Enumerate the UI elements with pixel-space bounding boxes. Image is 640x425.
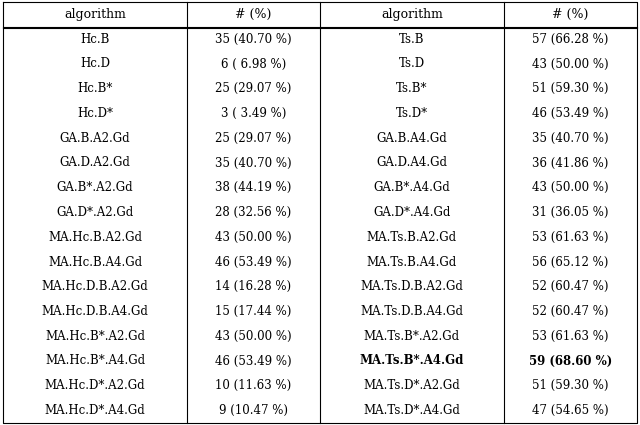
Text: MA.Ts.D*.A2.Gd: MA.Ts.D*.A2.Gd xyxy=(364,379,460,392)
Text: 47 (54.65 %): 47 (54.65 %) xyxy=(532,404,609,417)
Text: # (%): # (%) xyxy=(236,8,271,21)
Text: GA.D.A4.Gd: GA.D.A4.Gd xyxy=(376,156,447,170)
Text: Ts.B*: Ts.B* xyxy=(396,82,428,95)
Text: 10 (11.63 %): 10 (11.63 %) xyxy=(215,379,292,392)
Text: Ts.B: Ts.B xyxy=(399,33,424,46)
Text: 43 (50.00 %): 43 (50.00 %) xyxy=(532,181,609,194)
Text: 31 (36.05 %): 31 (36.05 %) xyxy=(532,206,609,219)
Text: MA.Ts.B.A4.Gd: MA.Ts.B.A4.Gd xyxy=(367,255,457,269)
Text: MA.Hc.D*.A4.Gd: MA.Hc.D*.A4.Gd xyxy=(45,404,145,417)
Text: 51 (59.30 %): 51 (59.30 %) xyxy=(532,82,609,95)
Text: 46 (53.49 %): 46 (53.49 %) xyxy=(532,107,609,120)
Text: 52 (60.47 %): 52 (60.47 %) xyxy=(532,305,609,318)
Text: 56 (65.12 %): 56 (65.12 %) xyxy=(532,255,609,269)
Text: 52 (60.47 %): 52 (60.47 %) xyxy=(532,280,609,293)
Text: 43 (50.00 %): 43 (50.00 %) xyxy=(532,57,609,71)
Text: Ts.D*: Ts.D* xyxy=(396,107,428,120)
Text: MA.Hc.D.B.A4.Gd: MA.Hc.D.B.A4.Gd xyxy=(42,305,148,318)
Text: 15 (17.44 %): 15 (17.44 %) xyxy=(215,305,292,318)
Text: algorithm: algorithm xyxy=(381,8,443,21)
Text: 28 (32.56 %): 28 (32.56 %) xyxy=(215,206,292,219)
Text: 57 (66.28 %): 57 (66.28 %) xyxy=(532,33,609,46)
Text: Hc.D*: Hc.D* xyxy=(77,107,113,120)
Text: 43 (50.00 %): 43 (50.00 %) xyxy=(215,330,292,343)
Text: 35 (40.70 %): 35 (40.70 %) xyxy=(215,156,292,170)
Text: 3 ( 3.49 %): 3 ( 3.49 %) xyxy=(221,107,286,120)
Text: 46 (53.49 %): 46 (53.49 %) xyxy=(215,354,292,368)
Text: MA.Hc.B*.A4.Gd: MA.Hc.B*.A4.Gd xyxy=(45,354,145,368)
Text: algorithm: algorithm xyxy=(64,8,126,21)
Text: MA.Hc.B.A2.Gd: MA.Hc.B.A2.Gd xyxy=(48,231,142,244)
Text: 43 (50.00 %): 43 (50.00 %) xyxy=(215,231,292,244)
Text: MA.Ts.B*.A2.Gd: MA.Ts.B*.A2.Gd xyxy=(364,330,460,343)
Text: 51 (59.30 %): 51 (59.30 %) xyxy=(532,379,609,392)
Text: 14 (16.28 %): 14 (16.28 %) xyxy=(216,280,292,293)
Text: GA.D*.A4.Gd: GA.D*.A4.Gd xyxy=(373,206,451,219)
Text: Hc.B*: Hc.B* xyxy=(77,82,113,95)
Text: Ts.D: Ts.D xyxy=(399,57,425,71)
Text: # (%): # (%) xyxy=(552,8,588,21)
Text: 53 (61.63 %): 53 (61.63 %) xyxy=(532,231,609,244)
Text: MA.Ts.D.B.A2.Gd: MA.Ts.D.B.A2.Gd xyxy=(360,280,463,293)
Text: GA.D*.A2.Gd: GA.D*.A2.Gd xyxy=(56,206,134,219)
Text: Hc.D: Hc.D xyxy=(80,57,110,71)
Text: 9 (10.47 %): 9 (10.47 %) xyxy=(219,404,288,417)
Text: MA.Ts.D.B.A4.Gd: MA.Ts.D.B.A4.Gd xyxy=(360,305,463,318)
Text: 46 (53.49 %): 46 (53.49 %) xyxy=(215,255,292,269)
Text: MA.Hc.D.B.A2.Gd: MA.Hc.D.B.A2.Gd xyxy=(42,280,148,293)
Text: MA.Hc.B.A4.Gd: MA.Hc.B.A4.Gd xyxy=(48,255,142,269)
Text: 6 ( 6.98 %): 6 ( 6.98 %) xyxy=(221,57,286,71)
Text: 53 (61.63 %): 53 (61.63 %) xyxy=(532,330,609,343)
Text: GA.B*.A2.Gd: GA.B*.A2.Gd xyxy=(57,181,133,194)
Text: GA.B.A2.Gd: GA.B.A2.Gd xyxy=(60,132,131,145)
Text: MA.Ts.B.A2.Gd: MA.Ts.B.A2.Gd xyxy=(367,231,457,244)
Text: MA.Hc.D*.A2.Gd: MA.Hc.D*.A2.Gd xyxy=(45,379,145,392)
Text: Hc.B: Hc.B xyxy=(81,33,109,46)
Text: MA.Ts.B*.A4.Gd: MA.Ts.B*.A4.Gd xyxy=(360,354,464,368)
Text: GA.B*.A4.Gd: GA.B*.A4.Gd xyxy=(374,181,451,194)
Text: GA.B.A4.Gd: GA.B.A4.Gd xyxy=(376,132,447,145)
Text: GA.D.A2.Gd: GA.D.A2.Gd xyxy=(60,156,131,170)
Text: 25 (29.07 %): 25 (29.07 %) xyxy=(215,82,292,95)
Text: 35 (40.70 %): 35 (40.70 %) xyxy=(215,33,292,46)
Text: 36 (41.86 %): 36 (41.86 %) xyxy=(532,156,609,170)
Text: MA.Hc.B*.A2.Gd: MA.Hc.B*.A2.Gd xyxy=(45,330,145,343)
Text: 59 (68.60 %): 59 (68.60 %) xyxy=(529,354,612,368)
Text: 25 (29.07 %): 25 (29.07 %) xyxy=(215,132,292,145)
Text: MA.Ts.D*.A4.Gd: MA.Ts.D*.A4.Gd xyxy=(364,404,460,417)
Text: 38 (44.19 %): 38 (44.19 %) xyxy=(215,181,292,194)
Text: 35 (40.70 %): 35 (40.70 %) xyxy=(532,132,609,145)
